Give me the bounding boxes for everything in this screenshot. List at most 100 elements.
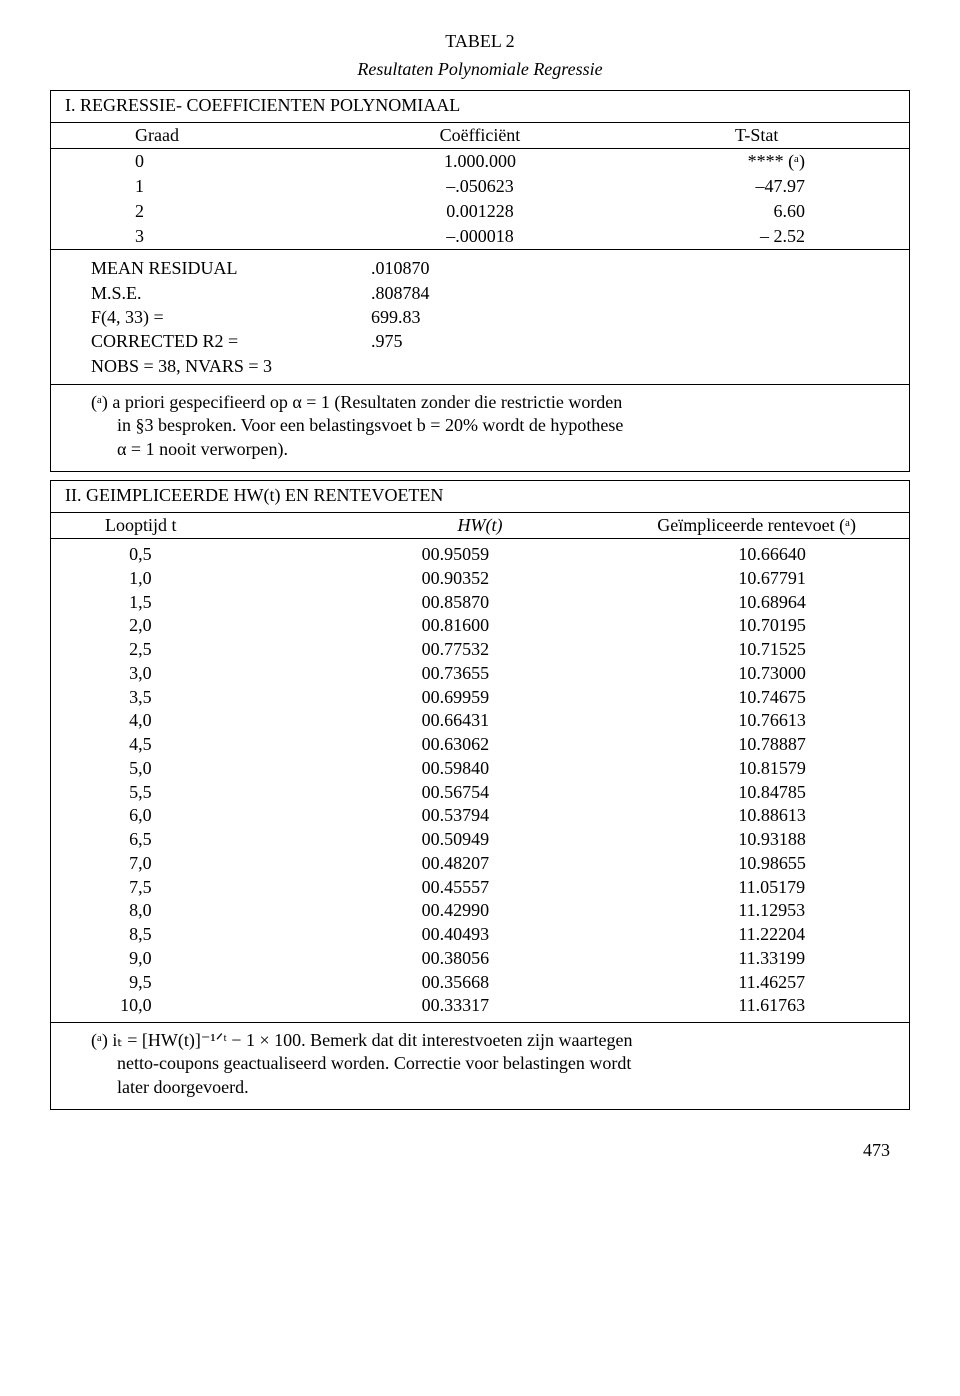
table-1-container: I. REGRESSIE- COEFFICIENTEN POLYNOMIAAL … [50, 90, 910, 472]
cell: 00.90352 [342, 567, 619, 591]
cell: 10.88613 [618, 804, 895, 828]
cell: 00.35668 [342, 971, 619, 995]
table-row: 0,500.9505910.66640 [51, 543, 909, 567]
stat-row: CORRECTED R2 =.975 [91, 329, 895, 353]
stat-row: F(4, 33) =699.83 [91, 305, 895, 329]
cell: 11.05179 [618, 876, 895, 900]
cell: 10.74675 [618, 686, 895, 710]
cell: 00.40493 [342, 923, 619, 947]
note-line: (ᵃ) a priori gespecifieerd op α = 1 (Res… [91, 391, 895, 414]
table-2-container: II. GEIMPLICEERDE HW(t) EN RENTEVOETEN L… [50, 480, 910, 1110]
section2-heading: II. GEIMPLICEERDE HW(t) EN RENTEVOETEN [51, 481, 909, 512]
cell: 10.76613 [618, 709, 895, 733]
cell: 11.33199 [618, 947, 895, 971]
cell: 2 [65, 201, 342, 222]
table-row: 1,000.9035210.67791 [51, 567, 909, 591]
cell: 3,0 [65, 662, 342, 686]
cell: 7,5 [65, 876, 342, 900]
note-line: later doorgevoerd. [91, 1076, 895, 1099]
table-row: 4,000.6643110.76613 [51, 709, 909, 733]
table-subtitle: Resultaten Polynomiale Regressie [50, 59, 910, 80]
col-looptijd: Looptijd t [65, 515, 342, 536]
cell: 2,0 [65, 614, 342, 638]
cell: –.050623 [342, 176, 619, 197]
cell: 00.33317 [342, 994, 619, 1018]
section1-header-row: Graad Coëfficiënt T-Stat [51, 123, 909, 148]
cell: 10,0 [65, 994, 342, 1018]
section2-header-row: Looptijd t HW(t) Geïmpliceerde rentevoet… [51, 513, 909, 538]
stat-label: CORRECTED R2 = [91, 329, 371, 353]
col-tstat: T-Stat [618, 125, 895, 146]
cell: 00.69959 [342, 686, 619, 710]
section2-footnote: (ᵃ) iₜ = [HW(t)]⁻¹ᐟᵗ − 1 × 100. Bemerk d… [51, 1023, 909, 1109]
table-row: 9,500.3566811.46257 [51, 971, 909, 995]
cell: 5,0 [65, 757, 342, 781]
cell: 11.61763 [618, 994, 895, 1018]
cell: 10.98655 [618, 852, 895, 876]
table-title: TABEL 2 [50, 30, 910, 53]
col-looptijd-text: Looptijd t [105, 515, 177, 535]
cell: 6,0 [65, 804, 342, 828]
cell: 00.48207 [342, 852, 619, 876]
section2-data: 0,500.9505910.666401,000.9035210.677911,… [51, 539, 909, 1022]
col-graad: Graad [65, 125, 342, 146]
cell: 10.71525 [618, 638, 895, 662]
stat-value: .010870 [371, 256, 571, 280]
cell: 0.001228 [342, 201, 619, 222]
cell: 00.73655 [342, 662, 619, 686]
cell: 7,0 [65, 852, 342, 876]
note-line: in §3 besproken. Voor een belastingsvoet… [91, 414, 895, 437]
stat-row: M.S.E..808784 [91, 281, 895, 305]
note-line: α = 1 nooit verworpen). [91, 438, 895, 461]
cell: –47.97 [618, 176, 895, 197]
table-row: 20.0012286.60 [51, 199, 909, 224]
section1-data: 01.000.000**** (ᵃ)1–.050623–47.9720.0012… [51, 149, 909, 249]
stat-label: NOBS = 38, NVARS = 3 [91, 354, 371, 378]
cell: 10.66640 [618, 543, 895, 567]
cell: 11.12953 [618, 899, 895, 923]
cell: 5,5 [65, 781, 342, 805]
table-row: 7,000.4820710.98655 [51, 852, 909, 876]
cell: 11.46257 [618, 971, 895, 995]
table-row: 10,000.3331711.61763 [51, 994, 909, 1018]
note-line: (ᵃ) iₜ = [HW(t)]⁻¹ᐟᵗ − 1 × 100. Bemerk d… [91, 1029, 895, 1052]
table-row: 6,500.5094910.93188 [51, 828, 909, 852]
cell: 00.95059 [342, 543, 619, 567]
cell: 00.53794 [342, 804, 619, 828]
stat-value [371, 354, 571, 378]
table-row: 9,000.3805611.33199 [51, 947, 909, 971]
cell: 6.60 [618, 201, 895, 222]
cell: 00.81600 [342, 614, 619, 638]
cell: 10.68964 [618, 591, 895, 615]
cell: 1,0 [65, 567, 342, 591]
table-row: 7,500.4555711.05179 [51, 876, 909, 900]
col-rentevoet: Geïmpliceerde rentevoet (ᵃ) [618, 515, 895, 536]
cell: 00.85870 [342, 591, 619, 615]
cell: 00.42990 [342, 899, 619, 923]
cell: 00.59840 [342, 757, 619, 781]
table-row: 8,500.4049311.22204 [51, 923, 909, 947]
cell: 6,5 [65, 828, 342, 852]
table-row: 5,500.5675410.84785 [51, 781, 909, 805]
table-row: 5,000.5984010.81579 [51, 757, 909, 781]
cell: 9,0 [65, 947, 342, 971]
cell: 0,5 [65, 543, 342, 567]
stat-value: .808784 [371, 281, 571, 305]
cell: 9,5 [65, 971, 342, 995]
section1-stats: MEAN RESIDUAL.010870M.S.E..808784F(4, 33… [51, 250, 909, 383]
table-row: 1–.050623–47.97 [51, 174, 909, 199]
table-row: 01.000.000**** (ᵃ) [51, 149, 909, 174]
cell: 00.38056 [342, 947, 619, 971]
cell: 00.45557 [342, 876, 619, 900]
cell: 10.73000 [618, 662, 895, 686]
table-row: 3–.000018– 2.52 [51, 224, 909, 249]
page-number: 473 [50, 1140, 910, 1161]
stat-label: F(4, 33) = [91, 305, 371, 329]
table-row: 2,500.7753210.71525 [51, 638, 909, 662]
cell: – 2.52 [618, 226, 895, 247]
cell: 10.78887 [618, 733, 895, 757]
cell: 10.81579 [618, 757, 895, 781]
note-line: netto-coupons geactualiseerd worden. Cor… [91, 1052, 895, 1075]
cell: 00.56754 [342, 781, 619, 805]
table-row: 3,500.6995910.74675 [51, 686, 909, 710]
